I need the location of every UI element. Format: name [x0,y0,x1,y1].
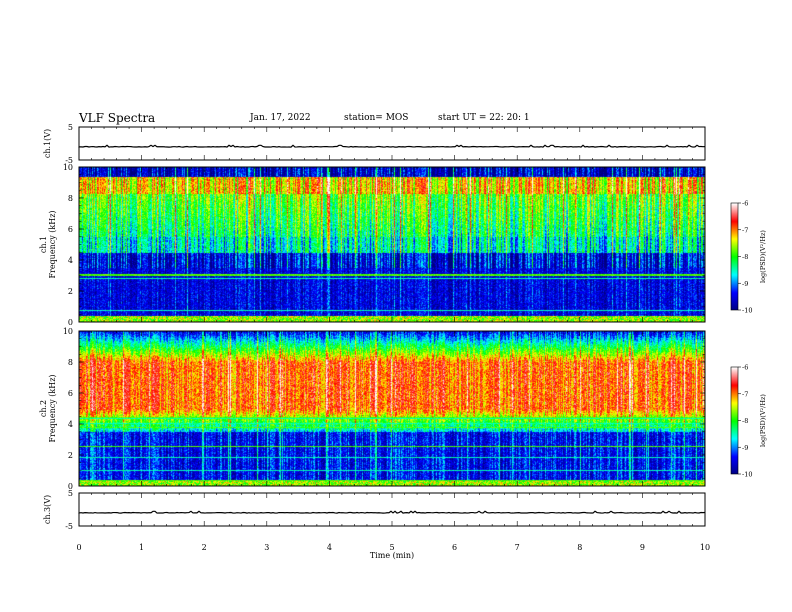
y-tick-label: 4 [68,256,73,265]
waveform-traces [78,144,706,514]
x-tick-label: 8 [577,543,582,552]
colorbar-ch1 [731,203,738,310]
ch1-waveform-trace [78,144,706,148]
y-tick-label: 6 [68,389,73,398]
y-tick-label: -5 [65,522,73,531]
y-tick-label: 5 [68,123,73,132]
y-tick-label: 2 [68,451,73,460]
y-tick-label: 0 [68,482,73,491]
x-tick-label: 10 [700,543,710,552]
panel-frames [78,126,741,527]
x-axis-label: Time (min) [370,551,414,560]
start-time-label: start UT = 22: 20: 1 [438,113,530,123]
x-tick-label: 4 [327,543,332,552]
y-tick-label: 10 [63,163,73,172]
x-tick-label: 6 [452,543,457,552]
date-label: Jan. 17, 2022 [250,113,311,123]
y-axis-label: ch.2 [39,400,48,417]
colorbar-tick-label: -10 [742,307,752,315]
y-tick-label: 0 [68,318,73,327]
x-tick-label: 3 [264,543,269,552]
ch1-spectrogram-raster [79,167,705,322]
figure-title: VLF Spectra [79,111,156,125]
ch3-waveform-trace [78,510,706,514]
colorbar-tick-label: -10 [742,471,752,479]
y-axis-label: ch.1 [39,236,48,253]
y-tick-label: 6 [68,225,73,234]
y-tick-label: 4 [68,420,73,429]
colorbar-tick-label: -6 [742,200,748,208]
colorbar-tick-label: -7 [742,226,748,234]
colorbar-tick-label: -7 [742,390,748,398]
colorbar-tick-label: -9 [742,444,748,452]
y-tick-label: 10 [63,327,73,336]
colorbar-tick-label: -6 [742,364,748,372]
x-tick-label: 5 [389,543,394,552]
x-tick-label: 1 [139,543,144,552]
x-tick-label: 0 [76,543,81,552]
colorbar-tick-label: -8 [742,417,748,425]
station-label: station= MOS [344,113,409,123]
y-tick-label: -5 [65,156,73,165]
y-tick-label: 2 [68,287,73,296]
y-tick-label: 5 [68,489,73,498]
x-tick-label: 2 [202,543,207,552]
colorbar-label: log(PSD)(V²/Hz) [759,230,767,283]
x-tick-label: 9 [640,543,645,552]
y-axis-label: Frequency (kHz) [48,210,57,278]
y-axis-label: Frequency (kHz) [48,374,57,442]
colorbar-label: log(PSD)(V²/Hz) [759,394,767,447]
ch1-ylabel: ch.1(V) [43,129,52,158]
spectrogram-rasters [79,167,738,486]
y-tick-label: 8 [68,358,73,367]
ch2-spectrogram-raster [79,331,705,486]
colorbar-tick-label: -9 [742,280,748,288]
colorbar-tick-label: -8 [742,253,748,261]
x-tick-label: 7 [515,543,520,552]
y-tick-label: 8 [68,194,73,203]
colorbar-ch2 [731,367,738,474]
ch3-ylabel: ch.3(V) [43,495,52,524]
